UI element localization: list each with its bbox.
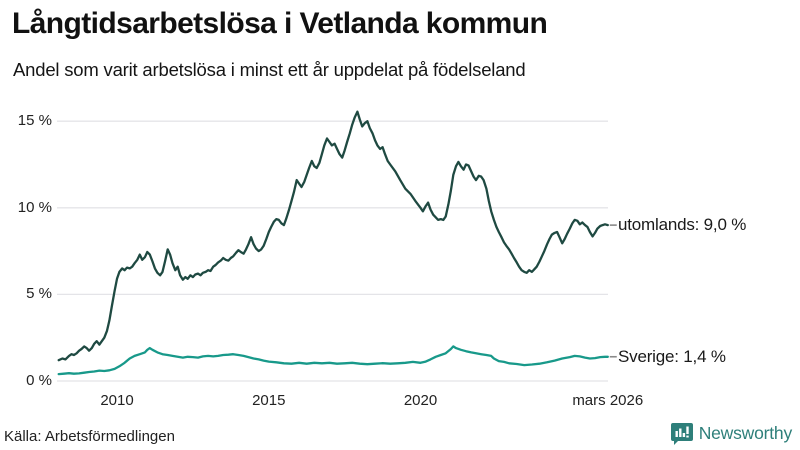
series-label-utomlands: utomlands: 9,0 % <box>618 215 747 235</box>
newsworthy-logo-icon <box>670 422 693 445</box>
y-axis-tick-5: 5 % <box>26 285 52 303</box>
series-label-sverige: Sverige: 1,4 % <box>618 346 726 366</box>
newsworthy-brand-name: Newsworthy <box>698 422 793 443</box>
x-axis-tick-2020: 2020 <box>403 392 438 409</box>
y-axis-tick-10: 10 % <box>17 198 52 216</box>
chart-subtitle: Andel som varit arbetslösa i minst ett å… <box>13 59 526 80</box>
series-line-utomlands <box>57 110 609 362</box>
x-axis-tick-2010: 2010 <box>100 392 134 409</box>
x-axis-tick-2015: 2015 <box>252 392 286 409</box>
y-axis-tick-0: 0 % <box>26 372 52 389</box>
chart-title: Långtidsarbetslösa i Vetlanda kommun <box>12 7 548 40</box>
newsworthy-brand: Newsworthy <box>670 421 793 445</box>
y-axis-tick-15: 15 % <box>17 112 52 130</box>
series-line-sverige <box>57 345 609 376</box>
source-note: Källa: Arbetsförmedlingen <box>4 428 175 445</box>
x-axis-tick-mars-2026: mars 2026 <box>572 392 644 409</box>
